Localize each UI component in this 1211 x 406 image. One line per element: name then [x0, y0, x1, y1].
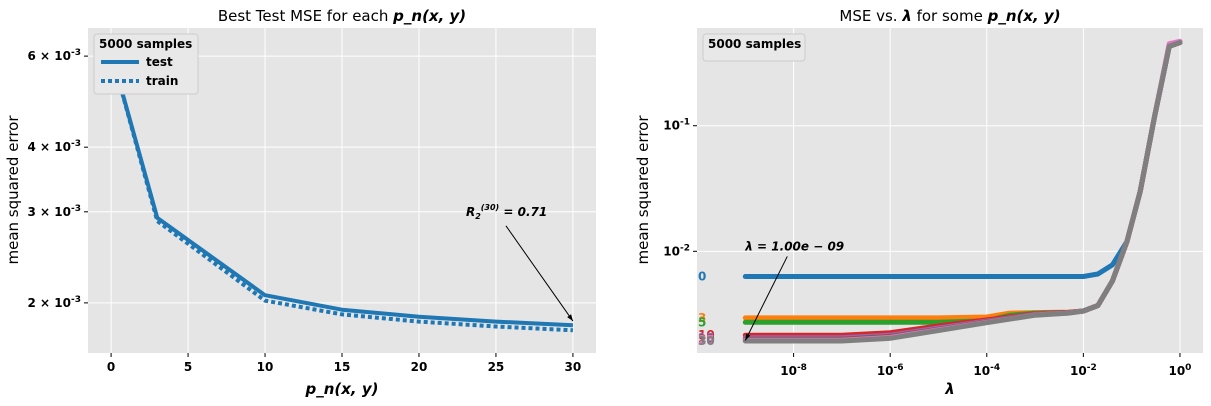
right-series-group — [742, 38, 1183, 344]
right-series-label: 10 — [698, 328, 715, 342]
right-y-ticks: 10-2 10-1 — [663, 118, 697, 258]
right-series-label: 3 — [698, 311, 706, 325]
left-x-tick-label: 0 — [107, 360, 115, 374]
left-y-tick-label: 4 × 10-3 — [28, 139, 81, 154]
left-x-tick-label: 15 — [334, 360, 351, 374]
right-series-label: 25 — [698, 333, 715, 347]
left-x-tick-label: 5 — [184, 360, 192, 374]
right-x-tick-label: 10-2 — [1070, 363, 1097, 378]
right-x-ticks: 10-8 10-6 10-4 10-2 100 — [780, 353, 1191, 378]
left-series-group — [109, 51, 573, 333]
right-chart: 10-8 10-6 10-4 10-2 100 10-2 10-1 0 3510152025… — [634, 7, 1203, 398]
right-annotation: λ = 1.00e − 09 — [744, 239, 844, 341]
legend-train-label: train — [146, 74, 178, 88]
right-x-tick-label: 10-4 — [973, 363, 1000, 378]
left-y-tick-label: 3 × 10-3 — [28, 204, 81, 219]
left-x-tick-label: 25 — [488, 360, 505, 374]
right-series-label: 20 — [698, 332, 715, 346]
right-annotation-arrowhead — [745, 333, 751, 341]
left-chart-title: Best Test MSE for each p_n(x, y) — [218, 7, 466, 25]
right-series-30-line — [742, 40, 1183, 344]
left-x-tick-label: 20 — [411, 360, 428, 374]
left-x-axis-label: p_n(x, y) — [304, 380, 378, 398]
right-legend-title: 5000 samples — [708, 37, 801, 51]
right-y-tick-label: 10-2 — [663, 243, 690, 258]
left-y-tick-label: 2 × 10-3 — [28, 295, 81, 310]
right-y-tick-label: 10-1 — [663, 118, 690, 133]
right-series-label: 30 — [698, 334, 715, 348]
left-chart: 0 5 10 15 20 25 30 2 × 10-3 3 × 10-3 4 × 10-3 6 ×… — [4, 7, 596, 398]
right-legend-box — [702, 33, 806, 62]
left-x-tick-label: 30 — [565, 360, 582, 374]
right-y-axis-label: mean squared error — [634, 115, 652, 265]
right-series-label: 5 — [698, 315, 706, 329]
right-chart-title: MSE vs. λ for some p_n(x, y) — [839, 7, 1060, 25]
left-gridlines — [88, 28, 596, 353]
left-legend: 5000 samples test train — [93, 33, 199, 95]
left-series-train-line — [109, 51, 573, 333]
legend-test-label: test — [146, 55, 173, 69]
left-annotation-arrowhead — [567, 314, 573, 322]
left-y-axis-label: mean squared error — [4, 115, 22, 265]
left-x-ticks: 0 5 10 15 20 25 30 — [107, 353, 581, 374]
right-legend: 5000 samples — [702, 33, 806, 62]
right-annotation-arrow — [744, 256, 788, 341]
right-x-tick-label: 10-8 — [780, 363, 807, 378]
right-series-label: 15 — [698, 331, 715, 345]
right-plot-area — [697, 28, 1203, 353]
left-legend-box — [93, 33, 199, 95]
left-annotation-arrow — [505, 225, 574, 322]
left-legend-title: 5000 samples — [99, 37, 192, 51]
right-x-tick-label: 100 — [1168, 363, 1191, 378]
left-x-tick-label: 10 — [257, 360, 274, 374]
left-y-tick-label: 6 × 10-3 — [28, 48, 81, 63]
left-y-ticks: 2 × 10-3 3 × 10-3 4 × 10-3 6 × 10-3 — [28, 48, 88, 310]
right-x-axis-label: λ — [944, 380, 955, 398]
right-series-label: 0 — [698, 270, 706, 284]
right-annotation-text: λ = 1.00e − 09 — [744, 239, 844, 253]
right-x-tick-label: 10-6 — [877, 363, 904, 378]
